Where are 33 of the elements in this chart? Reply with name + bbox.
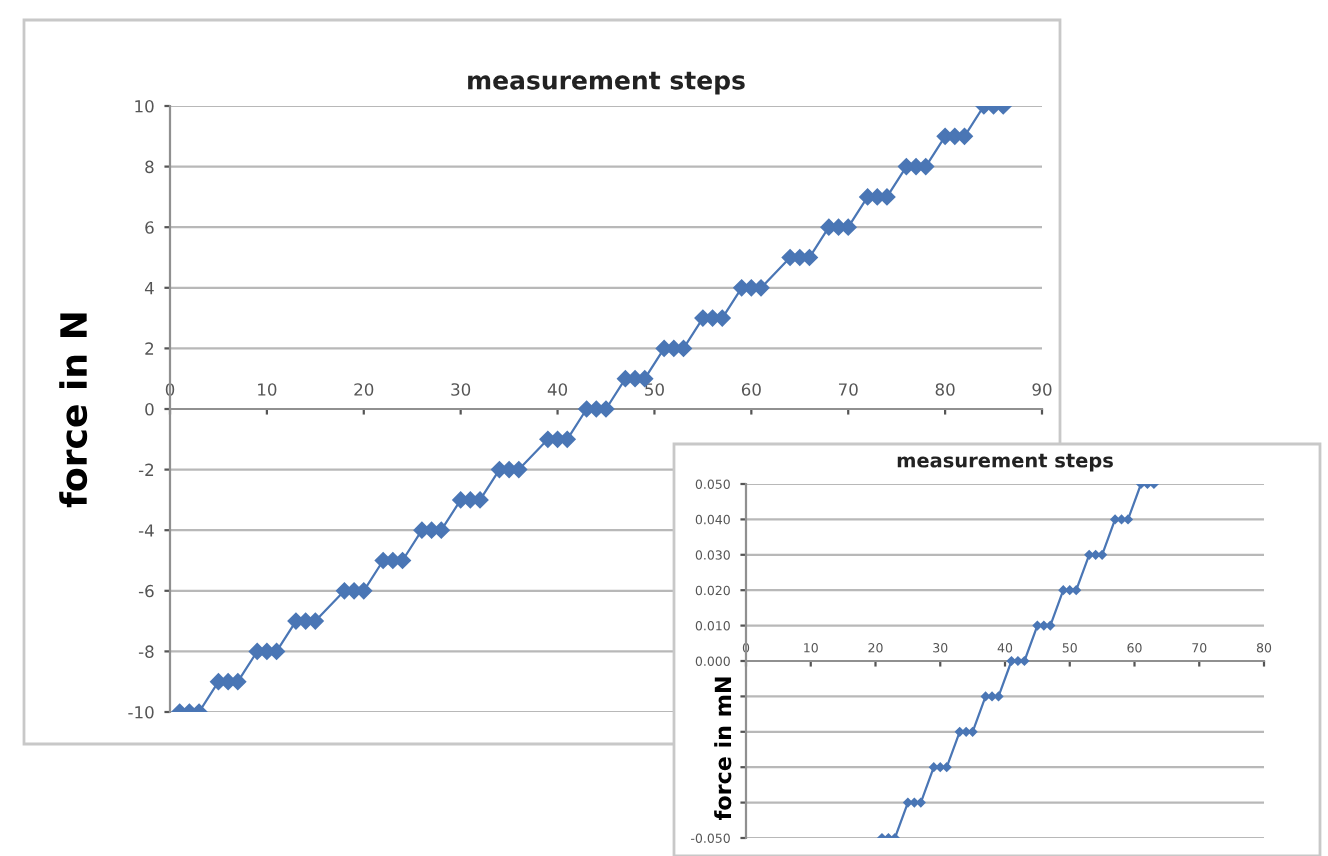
x-tick-label: 10 xyxy=(258,383,277,396)
x-tick-label: 40 xyxy=(547,383,568,396)
y-tick-label: -4 xyxy=(138,524,154,537)
y-axis-title: force in mN xyxy=(714,677,732,820)
point xyxy=(1058,585,1068,595)
x-tick-label: 50 xyxy=(645,383,664,396)
point xyxy=(1032,621,1042,631)
y-tick-label: 6 xyxy=(145,221,154,234)
x-tick-label: 20 xyxy=(354,383,374,396)
point xyxy=(1123,514,1133,524)
y-tick-label: -2 xyxy=(138,463,154,476)
x-tick-label: 90 xyxy=(1032,383,1052,396)
chart-title: measurement steps xyxy=(468,71,745,95)
point xyxy=(1084,550,1094,560)
point xyxy=(916,798,926,808)
y-tick-label: 2 xyxy=(145,342,154,355)
x-tick-label: 30 xyxy=(451,383,471,396)
y-tick-label: -10 xyxy=(128,705,154,719)
x-tick-label: 80 xyxy=(935,383,955,396)
x-tick-label: 70 xyxy=(838,383,858,396)
point xyxy=(1110,514,1120,524)
y-tick-label: 0 xyxy=(145,402,154,416)
y-tick-label: -8 xyxy=(138,645,154,658)
y-tick-label: -6 xyxy=(138,584,154,598)
point xyxy=(987,691,997,701)
point xyxy=(968,727,978,737)
y-tick-label: 4 xyxy=(144,281,154,295)
y-tick-label: 8 xyxy=(145,160,154,174)
y-axis-title: force in N xyxy=(59,313,88,508)
chart-title: measurement steps xyxy=(897,453,1113,472)
y-tick-label: 10 xyxy=(135,99,154,113)
x-tick-label: 60 xyxy=(741,383,761,396)
point xyxy=(942,762,952,772)
